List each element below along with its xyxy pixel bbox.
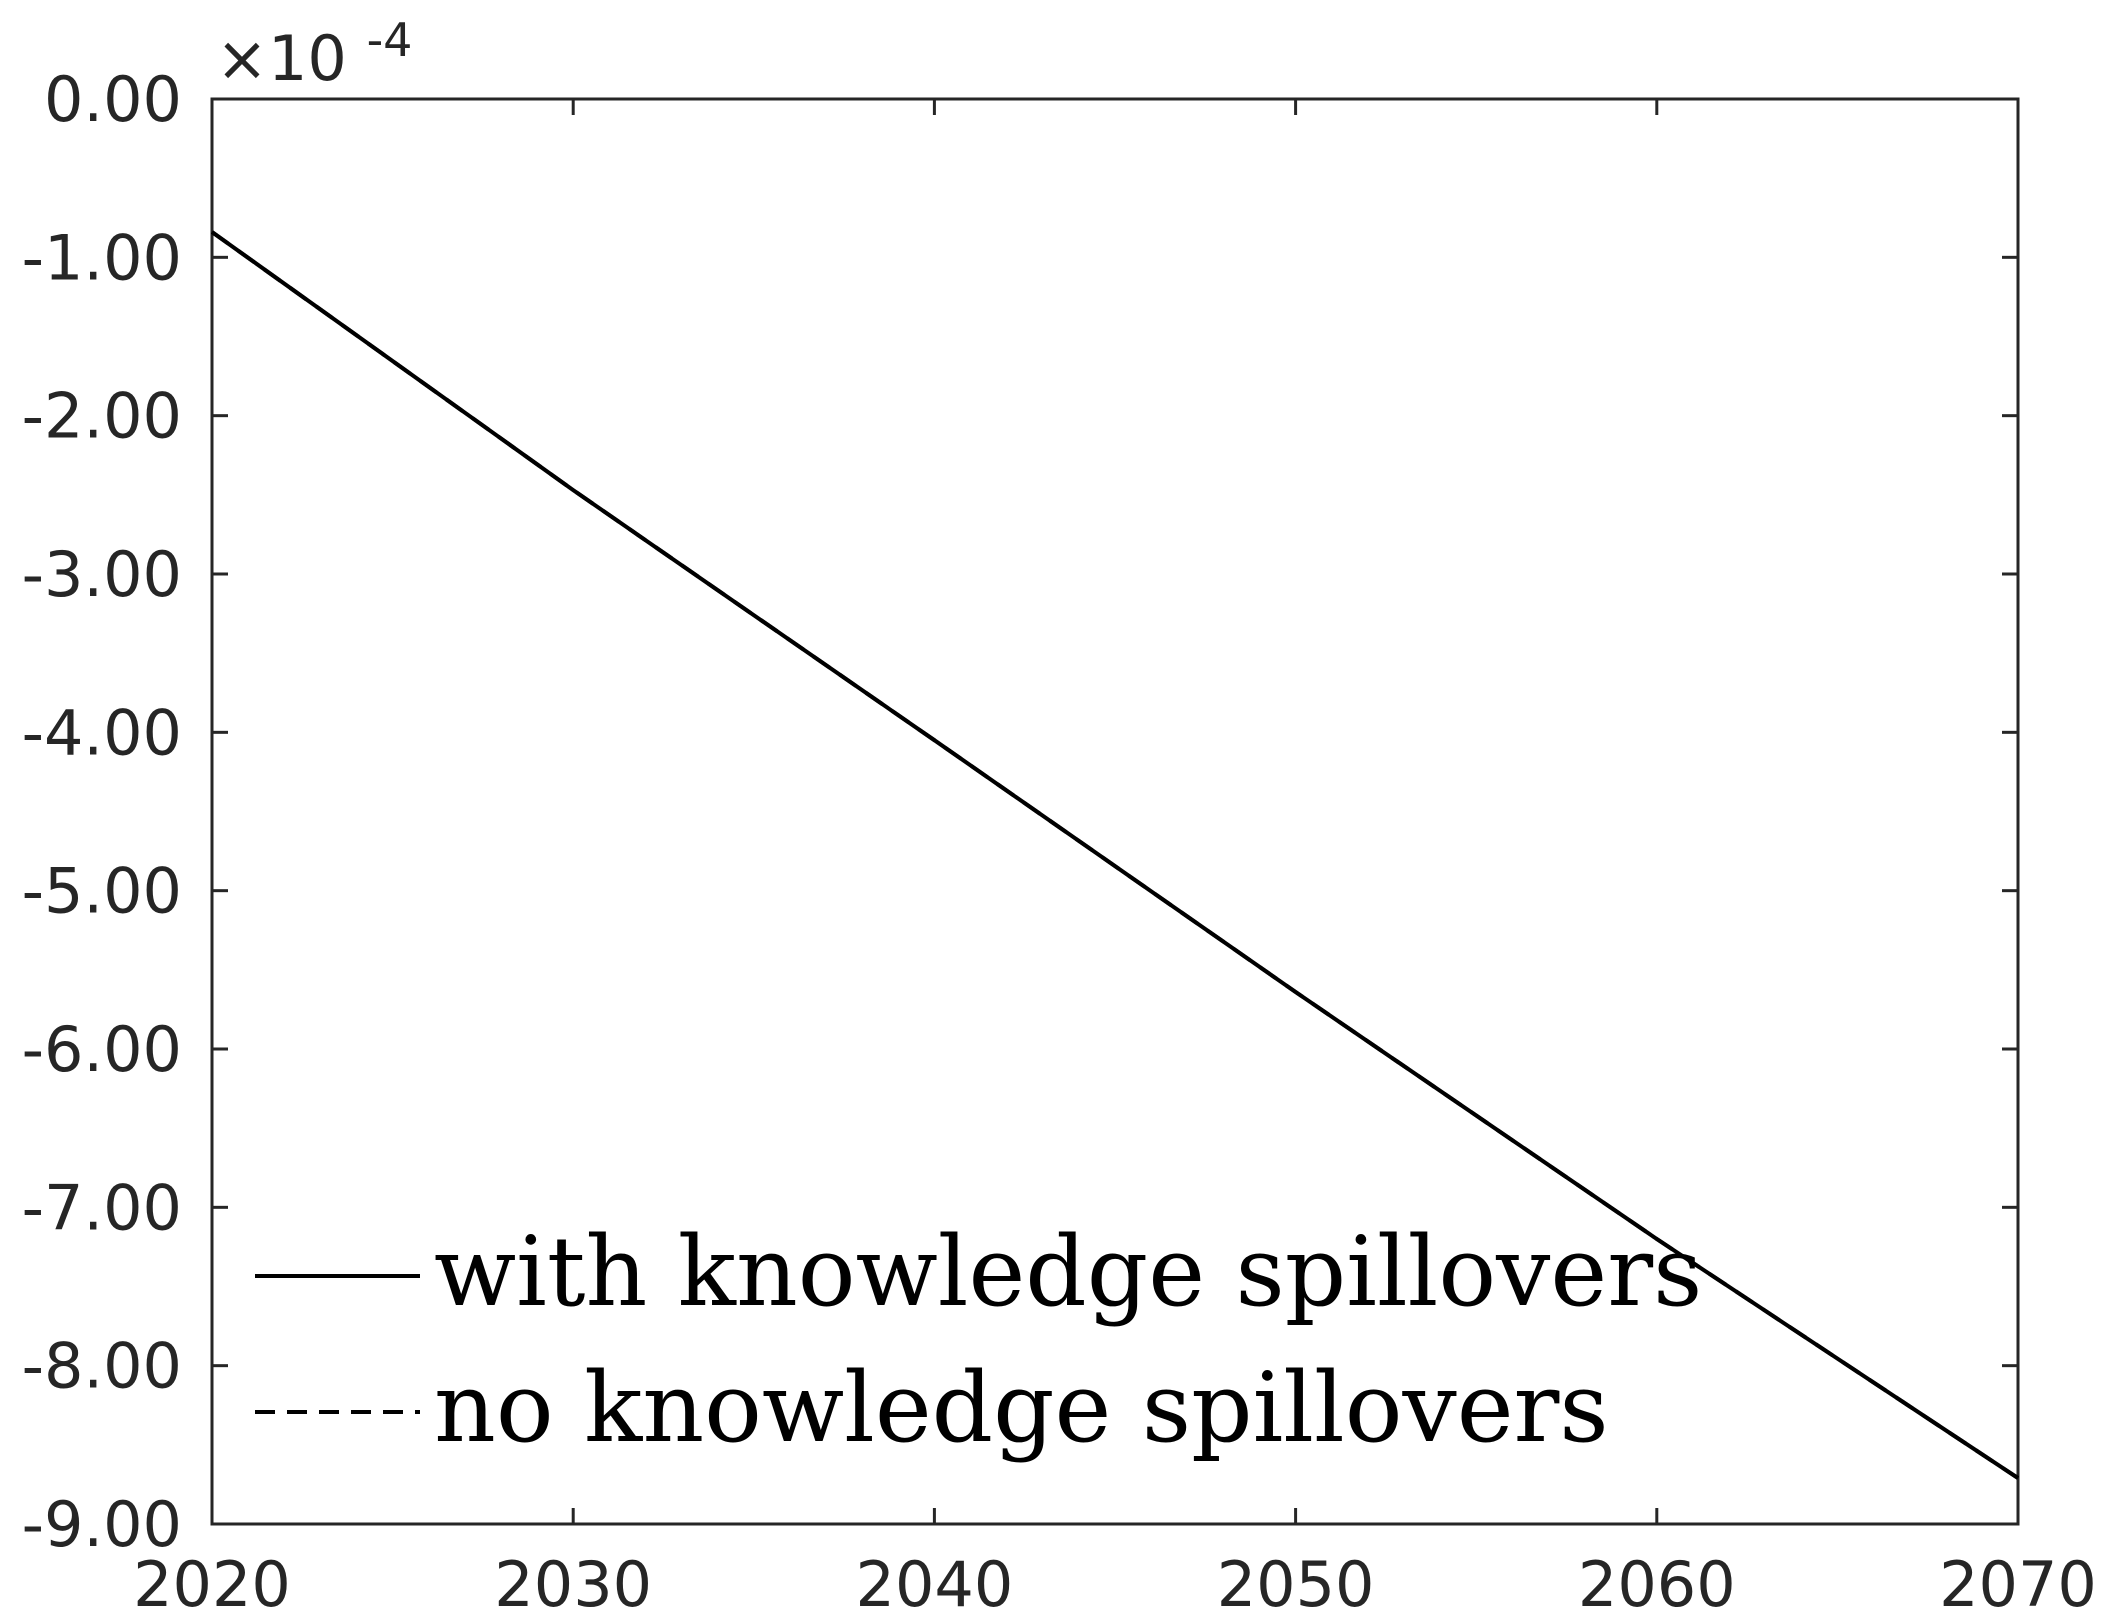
y-axis-ticks: 0.00 -1.00 -2.00 -3.00 -4.00 -5.00 -6.00 -7.00 -…: [22, 63, 2018, 1561]
legend: with knowledge spillovers no knowledge s…: [255, 1216, 1702, 1464]
x-tick-label: 2070: [1939, 1548, 2097, 1621]
x-tick-label: 2050: [1217, 1548, 1375, 1621]
y-axis-exponent-power: -4: [367, 13, 413, 67]
legend-label-with-spillovers: with knowledge spillovers: [434, 1216, 1702, 1328]
x-tick-label: 2030: [494, 1548, 652, 1621]
plot-area: [210, 97, 2020, 1526]
x-tick-label: 2060: [1578, 1548, 1736, 1621]
x-tick-label: 2040: [856, 1548, 1014, 1621]
y-tick-label: 0.00: [44, 63, 182, 136]
y-axis-exponent-base: ×10: [216, 22, 347, 95]
y-tick-label: -5.00: [22, 855, 182, 928]
series-layer: [210, 230, 2020, 1480]
y-tick-label: -8.00: [22, 1330, 182, 1403]
y-tick-label: -1.00: [22, 221, 182, 294]
y-tick-label: -4.00: [22, 696, 182, 769]
y-tick-label: -3.00: [22, 538, 182, 611]
x-axis-ticks: 2020 2030 2040 2050 2060 2070: [133, 99, 2097, 1621]
x-tick-label: 2020: [133, 1548, 291, 1621]
series-line-no-spillovers: [210, 230, 2020, 1480]
y-tick-label: -2.00: [22, 380, 182, 453]
legend-label-no-spillovers: no knowledge spillovers: [434, 1352, 1609, 1464]
y-axis-exponent: ×10 -4: [216, 13, 412, 95]
y-tick-label: -6.00: [22, 1013, 182, 1086]
y-tick-label: -7.00: [22, 1171, 182, 1244]
y-tick-label: -9.00: [22, 1488, 182, 1561]
